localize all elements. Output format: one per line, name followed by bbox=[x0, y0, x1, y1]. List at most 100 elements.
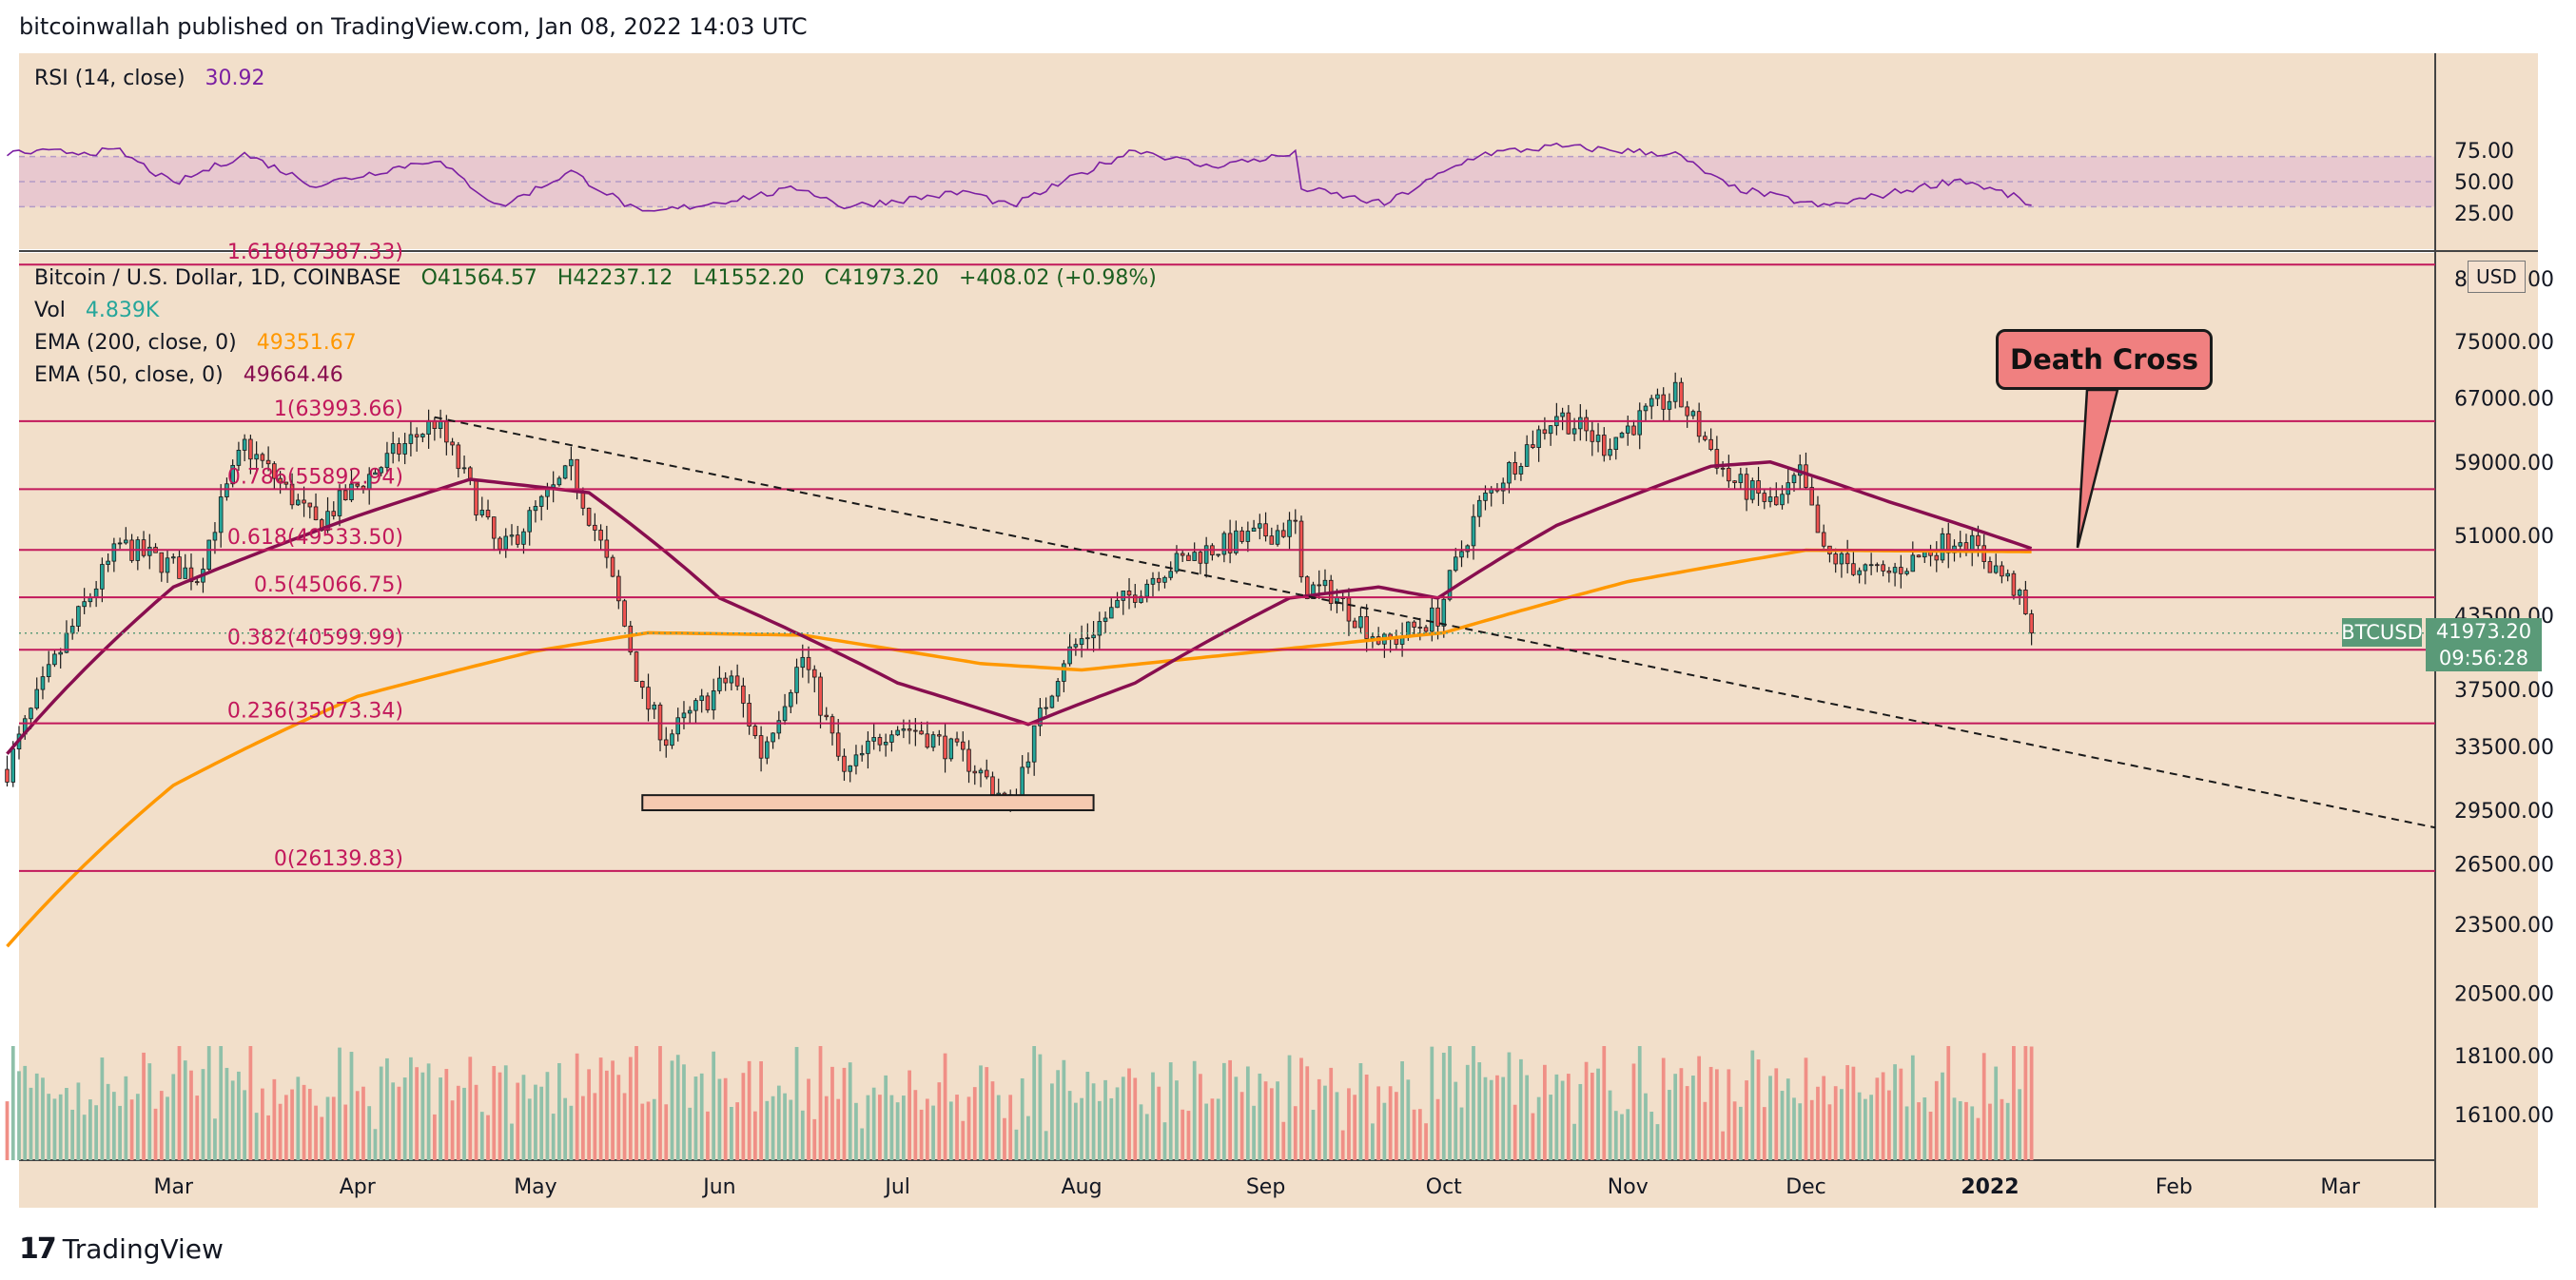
volume-bar bbox=[1199, 1074, 1202, 1160]
volume-bar bbox=[456, 1085, 460, 1160]
fib-level-label: 0.382(40599.99) bbox=[227, 626, 403, 650]
volume-bar bbox=[1073, 1102, 1078, 1160]
volume-bar bbox=[1358, 1062, 1363, 1160]
volume-bar bbox=[717, 1078, 722, 1160]
candle bbox=[1649, 398, 1654, 407]
rsi-pane-bg bbox=[19, 53, 2435, 249]
volume-bar bbox=[1649, 1111, 1654, 1160]
ema50-label[interactable]: EMA (50, close, 0) bbox=[34, 363, 224, 387]
volume-bar bbox=[1857, 1092, 1862, 1160]
candle bbox=[972, 770, 978, 774]
candle bbox=[640, 681, 645, 688]
candle bbox=[242, 438, 247, 451]
volume-bar bbox=[979, 1065, 983, 1160]
volume-bar bbox=[1804, 1057, 1808, 1160]
rsi-label: RSI (14, close) bbox=[34, 67, 185, 90]
candle bbox=[1412, 621, 1416, 628]
candle bbox=[1524, 444, 1530, 467]
volume-bar bbox=[1727, 1069, 1731, 1160]
candle bbox=[925, 733, 930, 748]
volume-bar bbox=[290, 1089, 294, 1160]
volume-bar bbox=[1827, 1104, 1832, 1160]
last-price-tag: 41973.20 09:56:28 bbox=[2426, 618, 2542, 671]
candle bbox=[919, 730, 924, 735]
callout-pointer bbox=[2076, 388, 2119, 549]
volume-bar bbox=[884, 1075, 888, 1160]
candle bbox=[1613, 436, 1619, 451]
candle bbox=[1548, 425, 1553, 435]
volume-bar bbox=[17, 1071, 21, 1160]
candle bbox=[789, 691, 793, 708]
candle bbox=[593, 524, 597, 531]
candle bbox=[984, 769, 989, 778]
volume-bar bbox=[1703, 1101, 1708, 1160]
candle bbox=[230, 464, 235, 485]
volume-bar bbox=[516, 1082, 520, 1160]
volume-bar bbox=[1673, 1074, 1678, 1160]
candle bbox=[1417, 627, 1423, 629]
candle bbox=[1981, 545, 1986, 562]
volume-bar bbox=[664, 1104, 669, 1160]
candle bbox=[1435, 607, 1440, 627]
volume-bar bbox=[23, 1065, 28, 1160]
candle bbox=[966, 748, 971, 772]
candle bbox=[913, 729, 918, 732]
candle bbox=[1507, 461, 1512, 484]
volume-bar bbox=[307, 1088, 312, 1160]
volume-bar bbox=[990, 1081, 995, 1160]
volume-bar bbox=[1181, 1109, 1185, 1160]
candle bbox=[538, 495, 544, 507]
volume-bar bbox=[272, 1078, 277, 1160]
volume-bar bbox=[1816, 1086, 1820, 1160]
symbol-name[interactable]: Bitcoin / U.S. Dollar, 1D, COINBASE bbox=[34, 266, 401, 290]
volume-bar bbox=[1970, 1106, 1975, 1160]
candle bbox=[2000, 565, 2004, 577]
candle bbox=[206, 539, 211, 570]
rsi-value: 30.92 bbox=[205, 67, 265, 90]
volume-bar bbox=[379, 1066, 383, 1160]
ohlc-low: L41552.20 bbox=[693, 266, 805, 290]
candle bbox=[734, 675, 740, 687]
fib-level-label: 0(26139.83) bbox=[274, 847, 403, 871]
candle bbox=[800, 656, 806, 669]
ema200-label[interactable]: EMA (200, close, 0) bbox=[34, 331, 237, 355]
volume-bar bbox=[224, 1067, 229, 1160]
volume-bar bbox=[521, 1075, 526, 1160]
volume-bar bbox=[302, 1084, 306, 1160]
volume-bar bbox=[771, 1096, 775, 1160]
candle bbox=[165, 557, 170, 573]
volume-bar bbox=[1738, 1106, 1743, 1160]
currency-badge[interactable]: USD bbox=[2468, 261, 2526, 293]
vol-label[interactable]: Vol bbox=[34, 299, 66, 322]
volume-bar bbox=[1809, 1099, 1814, 1160]
price-tick-label: 33500.00 bbox=[2454, 736, 2554, 760]
candle bbox=[1311, 584, 1316, 600]
ema50-line bbox=[6, 460, 2033, 755]
candle bbox=[485, 510, 491, 518]
volume-bar bbox=[1038, 1054, 1043, 1160]
published-header: bitcoinwallah published on TradingView.c… bbox=[19, 13, 808, 40]
volume-bar bbox=[195, 1096, 200, 1160]
candle bbox=[1857, 570, 1862, 575]
volume-bar bbox=[818, 1046, 823, 1160]
volume-bar bbox=[1756, 1059, 1761, 1160]
candle bbox=[1987, 561, 1993, 573]
volume-bar bbox=[503, 1065, 508, 1160]
volume-bar bbox=[1115, 1087, 1120, 1160]
candle bbox=[384, 453, 390, 469]
candle bbox=[1109, 607, 1114, 619]
volume-bar bbox=[5, 1101, 10, 1160]
volume-bar bbox=[52, 1098, 57, 1160]
tradingview-logo[interactable]: 17 TradingView bbox=[19, 1232, 224, 1266]
volume-bar bbox=[1566, 1074, 1571, 1160]
volume-bar bbox=[1371, 1123, 1375, 1160]
volume-bar bbox=[1631, 1063, 1636, 1160]
candle bbox=[1643, 405, 1649, 412]
candle bbox=[937, 734, 942, 737]
candle bbox=[1821, 532, 1826, 547]
symbol-legend: Bitcoin / U.S. Dollar, 1D, COINBASE O415… bbox=[34, 266, 1170, 290]
volume-bar bbox=[1886, 1090, 1891, 1160]
volume-bar bbox=[557, 1062, 561, 1160]
volume-bar bbox=[1869, 1095, 1873, 1160]
volume-bar bbox=[735, 1102, 740, 1160]
